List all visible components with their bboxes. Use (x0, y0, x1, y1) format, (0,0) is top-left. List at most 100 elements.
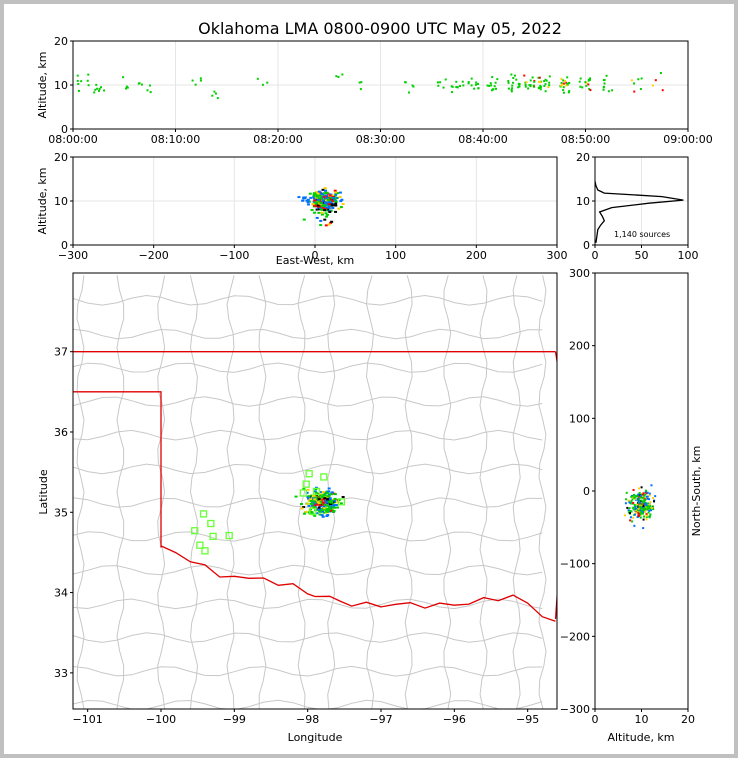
source-point (633, 504, 636, 507)
source-point (313, 490, 317, 493)
county-line (73, 429, 543, 441)
source-point (512, 77, 515, 80)
source-point (626, 506, 629, 509)
latitude-axis-tick-label: 37 (54, 346, 68, 359)
source-point (316, 192, 320, 195)
lma-station-marker (302, 480, 310, 488)
source-point (639, 507, 642, 510)
source-point (451, 91, 454, 94)
source-point (566, 76, 569, 79)
lma-figure: Oklahoma LMA 0800-0900 UTC May 05, 2022 … (36, 19, 713, 744)
source-point (315, 208, 319, 211)
ew-axis-tick-label: 200 (466, 249, 487, 262)
source-point (625, 491, 628, 494)
source-point (138, 82, 141, 85)
source-point (654, 495, 657, 498)
source-point (638, 504, 641, 507)
source-point (643, 502, 646, 505)
source-point (644, 501, 647, 504)
source-point (322, 494, 326, 497)
source-point (95, 83, 98, 86)
source-point (308, 192, 312, 195)
source-point (585, 84, 588, 87)
source-point (294, 495, 298, 498)
source-point (333, 497, 337, 500)
source-point (334, 210, 338, 213)
source-point (318, 504, 322, 507)
source-point (304, 510, 308, 513)
source-point (605, 74, 608, 77)
source-point (331, 194, 335, 197)
time-axis-tick-label: 08:10:00 (151, 133, 200, 146)
source-point (533, 80, 536, 83)
source-point (539, 88, 542, 91)
source-point (510, 88, 513, 91)
source-point (492, 88, 495, 91)
longitude-axis-tick-label: −95 (516, 713, 539, 726)
source-point (324, 199, 328, 202)
source-point (337, 207, 341, 210)
source-point (309, 502, 313, 505)
county-line (73, 497, 543, 508)
source-point (316, 501, 320, 504)
source-point (318, 513, 322, 516)
source-point (648, 516, 651, 519)
source-point (644, 503, 647, 506)
source-point (316, 198, 320, 201)
source-point (524, 83, 527, 86)
county-line (226, 275, 235, 709)
source-point (331, 206, 335, 209)
longitude-axis-tick-label: −101 (73, 713, 103, 726)
source-point (528, 84, 531, 87)
source-point (335, 196, 339, 199)
source-point (543, 84, 546, 87)
source-point (324, 207, 328, 210)
source-point (314, 503, 318, 506)
count-axis-tick-label: 100 (678, 249, 699, 262)
source-point (648, 507, 651, 510)
source-point (339, 200, 343, 203)
lma-station-marker (299, 489, 307, 497)
source-point (408, 91, 411, 94)
source-point (324, 504, 328, 507)
source-point (328, 507, 332, 510)
source-point (310, 209, 314, 212)
source-point (404, 81, 407, 84)
source-point (584, 81, 587, 84)
source-point (319, 224, 323, 227)
longitude-axis-tick-label: −97 (369, 713, 392, 726)
histogram-alt-axis-tick-label: 0 (583, 239, 590, 252)
source-point (643, 494, 646, 497)
source-point (326, 510, 330, 513)
county-line (538, 275, 547, 709)
source-point (324, 201, 328, 204)
source-point (320, 510, 324, 513)
source-point (321, 491, 325, 494)
source-point (632, 489, 635, 492)
source-point (325, 213, 329, 216)
source-point (638, 487, 641, 490)
county-line (73, 564, 543, 576)
source-point (661, 89, 664, 92)
figure-frame: Oklahoma LMA 0800-0900 UTC May 05, 2022 … (4, 4, 734, 754)
county-line (73, 598, 543, 610)
source-point (332, 504, 336, 507)
source-point (636, 515, 639, 518)
ew-axis-tick-label: 0 (312, 249, 319, 262)
source-point (333, 501, 337, 504)
source-point (325, 197, 329, 200)
source-point (507, 81, 510, 84)
source-point (125, 87, 128, 90)
source-point (641, 493, 644, 496)
source-point (639, 513, 642, 516)
source-point (332, 509, 336, 512)
source-point (637, 499, 640, 502)
source-point (318, 494, 322, 497)
alt-ns-alt-axis-tick-label: 0 (592, 713, 599, 726)
source-point (325, 507, 329, 510)
source-point (77, 82, 80, 85)
source-point (359, 88, 362, 91)
source-point (634, 505, 637, 508)
county-line (73, 665, 543, 677)
ew-height-panel: −300 −200 −100 0 100 200 300 0 10 20 Altitude, km… (36, 151, 568, 267)
